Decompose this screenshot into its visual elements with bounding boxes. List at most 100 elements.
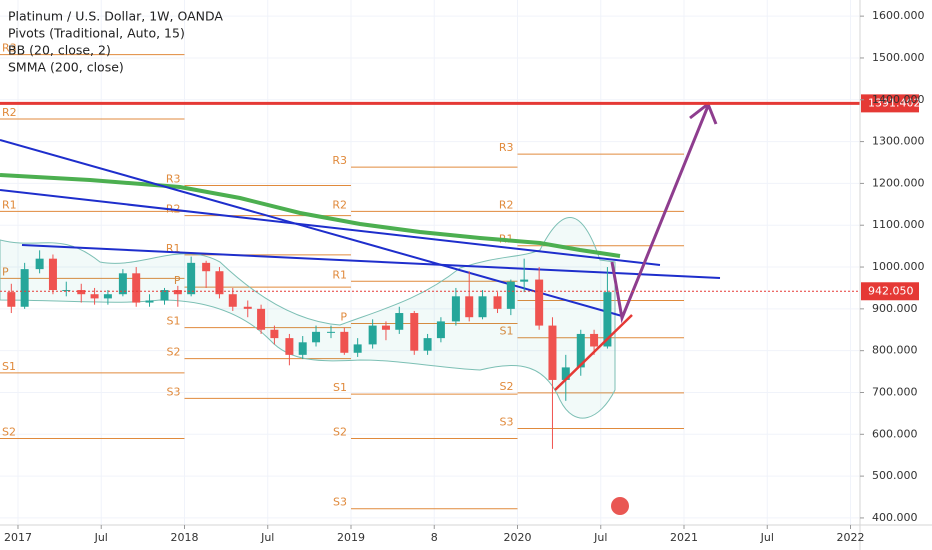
levels: 1391.402 942.050 [0, 94, 921, 301]
x-tick-label: Jul [593, 531, 607, 544]
candle-body [7, 292, 16, 307]
candle-body [590, 333, 599, 347]
candle-body [381, 325, 390, 330]
pivot-label: R3 [332, 154, 347, 167]
candle-body [451, 296, 460, 322]
candle-body [215, 271, 224, 295]
candle-body [77, 290, 86, 295]
candle-body [312, 331, 321, 343]
y-tick-label: 600.000 [872, 427, 918, 440]
pivot-label: S1 [500, 325, 514, 338]
y-tick-label: 500.000 [872, 469, 918, 482]
y-tick-label: 700.000 [872, 385, 918, 398]
candle-body [465, 296, 474, 318]
candle-body [327, 331, 336, 333]
candle-body [548, 325, 557, 380]
y-tick-label: 800.000 [872, 344, 918, 357]
pivot-label: S2 [500, 380, 514, 393]
x-tick-label: 2022 [837, 531, 865, 544]
pivot-label: S3 [333, 496, 347, 509]
candle-body [173, 290, 182, 295]
support-line [554, 314, 633, 391]
pivot-label: S3 [167, 385, 181, 398]
candle-body [243, 306, 252, 309]
pivot-label: S1 [333, 381, 347, 394]
pivot-label: P [340, 310, 347, 323]
target-label-box [861, 94, 919, 113]
candle-body [48, 258, 57, 291]
candle-body [103, 294, 112, 299]
candle-body [160, 290, 169, 301]
y-tick-label: 900.000 [872, 302, 918, 315]
legend-indicator: Pivots (Traditional, Auto, 15) [8, 26, 185, 41]
x-tick-label: Jul [260, 531, 274, 544]
candle-body [202, 262, 211, 272]
y-tick-label: 1300.000 [872, 135, 925, 148]
candle-body [576, 333, 585, 368]
y-tick-label: 1100.000 [872, 218, 925, 231]
candle-body [395, 313, 404, 330]
candle-body [298, 342, 307, 355]
pivot-label: S2 [333, 425, 347, 438]
event-flag [611, 497, 629, 515]
candle-body [228, 294, 237, 307]
candle-body [603, 292, 612, 347]
pivot-label: R2 [499, 198, 514, 211]
x-tick-label: Jul [760, 531, 774, 544]
x-tick-label: Jul [94, 531, 108, 544]
trend-line [0, 189, 661, 266]
candle-body [270, 329, 279, 339]
legend-indicator: SMMA (200, close) [8, 60, 124, 75]
x-tick-label: 2020 [503, 531, 531, 544]
candle-body [353, 344, 362, 353]
trend-line [0, 139, 623, 317]
x-tick-label: 2017 [4, 531, 32, 544]
x-tick-label: 2021 [670, 531, 698, 544]
legend-title: Platinum / U.S. Dollar, 1W, OANDA [8, 9, 223, 24]
bollinger-band [0, 217, 616, 419]
candle-body [118, 273, 127, 295]
candle-body [423, 338, 432, 351]
pivot-label: P [2, 265, 9, 278]
pivot-label: S2 [167, 346, 181, 359]
smma-line [0, 173, 621, 258]
candle-body [20, 269, 29, 307]
candles [7, 250, 612, 449]
pivot-label: R3 [499, 141, 514, 154]
pivot-label: R3 [2, 42, 17, 55]
candle-body [285, 338, 294, 355]
candle-body [561, 367, 570, 380]
candle-body [410, 313, 419, 351]
candle-body [90, 294, 99, 299]
y-tick-label: 400.000 [872, 511, 918, 524]
pivot-label: R3 [166, 172, 181, 185]
y-tick-label: 1400.000 [872, 93, 925, 106]
candle-body [506, 281, 515, 309]
y-tick-label: 1000.000 [872, 260, 925, 273]
pivot-label: P [174, 274, 181, 287]
last_price-label: 942.050 [868, 284, 914, 297]
pivot-label: R1 [332, 268, 347, 281]
candle-body [132, 273, 141, 303]
trend-line [21, 244, 721, 279]
candle-body [62, 290, 71, 292]
candle-body [145, 300, 154, 303]
candle-body [478, 296, 487, 318]
candle-body [340, 331, 349, 353]
candle-body [436, 321, 445, 339]
candle-body [368, 325, 377, 345]
y-tick-label: 1200.000 [872, 176, 925, 189]
candle-body [35, 258, 44, 270]
candle-body [187, 262, 196, 295]
pivot-label: S2 [2, 425, 16, 438]
y-tick-label: 1600.000 [872, 9, 925, 22]
pivot-label: S1 [167, 315, 181, 328]
x-tick-label: 8 [431, 531, 438, 544]
legend-indicator: BB (20, close, 2) [8, 43, 111, 58]
target-label: 1391.402 [868, 96, 921, 109]
pivot-label: S3 [500, 415, 514, 428]
pivot-label: R2 [332, 198, 347, 211]
pivot-label: R2 [2, 106, 17, 119]
